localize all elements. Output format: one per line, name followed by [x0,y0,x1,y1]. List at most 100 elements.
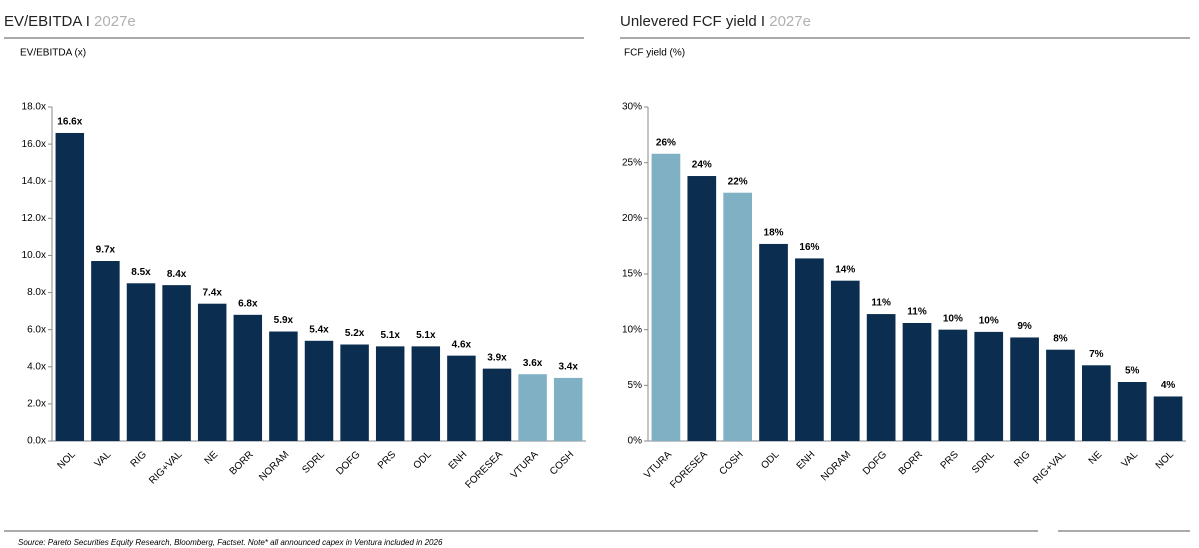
value-label: 10% [979,316,999,327]
value-label: 8.5x [131,267,151,278]
y-tick-label: 10% [622,324,642,335]
bar [795,258,824,441]
y-tick-label: 2.0x [27,399,46,410]
value-label: 6.8x [238,298,258,309]
y-tick-label: 18.0x [22,102,46,113]
bar [687,176,717,441]
x-tick-label: DOFG [334,449,362,477]
chart-title: Unlevered FCF yield I 2027e [620,13,811,30]
y-tick-label: 8.0x [27,287,46,298]
value-label: 11% [907,307,927,318]
value-label: 8.4x [167,269,187,280]
x-tick-label: RIG+VAL [1031,449,1069,487]
y-tick-label: 14.0x [22,176,46,187]
bar [162,285,191,441]
bar [55,132,85,441]
x-tick-label: NORAM [819,449,853,483]
value-label: 5.1x [416,330,436,341]
bar [1081,365,1111,441]
value-label: 3.4x [558,362,578,373]
x-tick-label: NE [1087,449,1105,467]
x-tick-label: FORESEA [668,449,710,491]
value-label: 24% [692,160,712,171]
chart-title: EV/EBITDA I 2027e [4,13,136,30]
subtitle: 2027e [769,13,811,30]
y-tick-label: 15% [622,269,642,280]
value-label: 5.4x [309,324,329,335]
title: Unlevered FCF yield I [620,13,765,30]
bar [304,340,334,441]
x-tick-label: NE [203,449,221,467]
value-label: 11% [871,298,891,309]
bar [974,331,1004,441]
value-label: 18% [764,228,784,239]
value-label: 16% [799,242,819,253]
value-label: 8% [1053,333,1068,344]
value-label: 5.1x [380,330,400,341]
y-tick-label: 25% [622,157,642,168]
bar [126,283,156,441]
bar [553,377,583,441]
bar [830,280,860,441]
value-label: 3.6x [523,358,543,369]
x-tick-label: ODL [759,449,782,472]
x-tick-label: SDRL [300,449,327,476]
x-tick-label: FORESEA [463,449,505,491]
x-tick-label: VAL [93,449,114,470]
y-tick-label: 10.0x [22,250,46,261]
x-tick-label: BORR [897,449,925,477]
x-tick-label: NORAM [257,449,291,483]
y-tick-label: 16.0x [22,139,46,150]
value-label: 10% [943,313,963,324]
x-tick-label: ENH [795,449,818,472]
y-axis-label: FCF yield (%) [624,48,685,59]
value-label: 22% [728,176,748,187]
x-tick-label: NOL [55,449,78,472]
x-tick-label: RIG+VAL [147,449,185,487]
y-tick-label: 5% [628,380,643,391]
bar [1117,381,1147,441]
bar [269,331,298,441]
x-tick-label: DOFG [861,449,889,477]
y-tick-label: 0% [628,436,643,447]
value-label: 3.9x [487,352,507,363]
x-tick-label: VAL [1120,449,1141,470]
value-label: 4% [1161,380,1176,391]
value-label: 14% [835,264,855,275]
x-tick-label: COSH [717,449,745,477]
y-tick-label: 12.0x [22,213,46,224]
y-tick-label: 6.0x [27,324,46,335]
bar [1153,396,1183,441]
bar [91,261,120,441]
bar [411,346,441,441]
value-label: 9% [1017,321,1032,332]
value-label: 16.6x [57,117,82,128]
value-label: 5.9x [274,315,294,326]
value-label: 5% [1125,366,1140,377]
x-tick-label: ODL [411,449,434,472]
x-tick-label: PRS [939,449,962,472]
bar [340,344,369,441]
bar [723,192,753,441]
x-tick-label: NOL [1154,449,1177,472]
bar [902,322,932,441]
value-label: 26% [656,137,676,148]
x-tick-label: PRS [376,449,399,472]
subtitle: 2027e [94,13,136,30]
bar [447,355,476,441]
y-tick-label: 4.0x [27,361,46,372]
bar [518,374,547,441]
bar [866,314,896,441]
y-tick-label: 30% [622,102,642,113]
bar [938,329,968,441]
value-label: 5.2x [345,328,365,339]
bar [759,243,788,441]
x-tick-label: VTURA [509,449,541,481]
y-tick-label: 20% [622,213,642,224]
bar [375,346,405,441]
value-label: 4.6x [452,339,472,350]
x-tick-label: ENH [447,449,470,472]
x-tick-label: COSH [548,449,576,477]
